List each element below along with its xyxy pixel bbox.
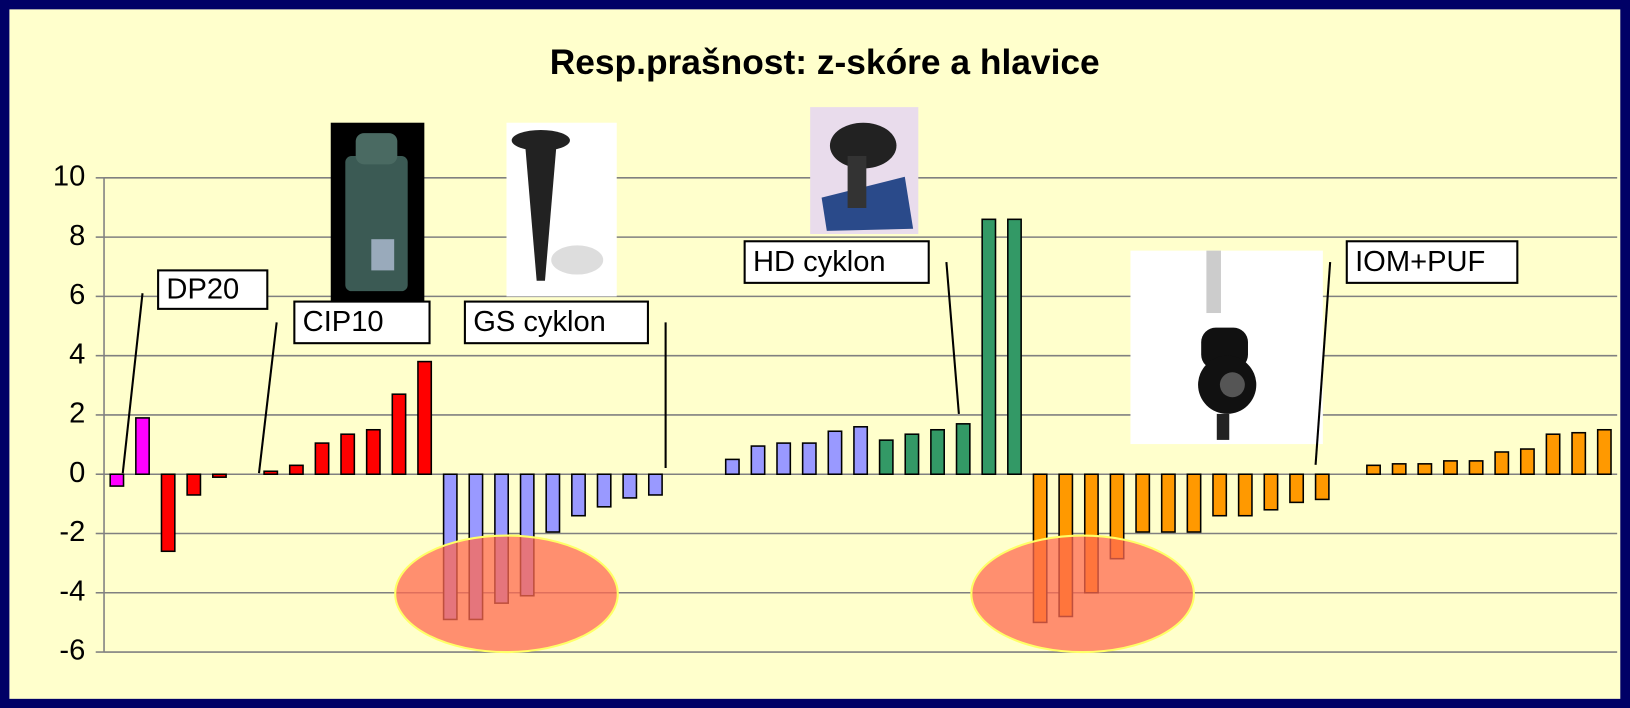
y-tick-label: 10 — [53, 161, 85, 193]
y-tick-label: 0 — [69, 457, 85, 489]
bar — [1393, 464, 1406, 474]
bar — [597, 474, 610, 507]
y-tick-label: 6 — [69, 279, 85, 311]
y-tick-label: 8 — [69, 220, 85, 252]
chart-title: Resp.prašnost: z-skóre a hlavice — [550, 43, 1100, 82]
bar — [1239, 474, 1252, 515]
bar — [136, 418, 149, 474]
bar — [367, 430, 380, 474]
y-tick-label: 2 — [69, 398, 85, 430]
bar — [187, 474, 200, 495]
bar — [623, 474, 636, 498]
gs-shadow — [551, 245, 603, 274]
bar — [751, 446, 764, 474]
bar — [905, 434, 918, 474]
y-tick-label: -6 — [59, 635, 85, 667]
bar — [290, 465, 303, 474]
bar — [110, 474, 123, 486]
bar — [880, 440, 893, 474]
bar — [418, 362, 431, 475]
bar — [392, 394, 405, 474]
bar — [315, 443, 328, 474]
y-tick-label: -4 — [59, 575, 85, 607]
hd-body — [848, 156, 867, 208]
bar — [1572, 433, 1585, 474]
bar — [649, 474, 662, 495]
bar — [546, 474, 559, 532]
bar — [1136, 474, 1149, 532]
bar — [777, 443, 790, 474]
y-tick-label: 4 — [69, 338, 85, 370]
bar — [1367, 465, 1380, 474]
bar — [982, 219, 995, 474]
annotation-label: IOM+PUF — [1355, 246, 1485, 278]
bar — [1162, 474, 1175, 532]
cip10-body — [345, 156, 407, 291]
bar — [931, 430, 944, 474]
bar — [828, 431, 841, 474]
iom-clip — [1206, 251, 1221, 313]
bar — [1469, 461, 1482, 474]
bar — [854, 427, 867, 474]
iom-inlet — [1220, 372, 1245, 397]
bar — [1316, 474, 1329, 499]
bar — [726, 459, 739, 474]
chart: Resp.prašnost: z-skóre a hlavice 10 8 6 4 2 0… — [0, 0, 1630, 708]
bar — [1521, 449, 1534, 474]
cip10-head — [356, 133, 398, 164]
bar — [1008, 219, 1021, 474]
annotation-label: HD cyklon — [753, 246, 886, 278]
bar — [264, 471, 277, 474]
bar — [1546, 434, 1559, 474]
highlight-ellipse — [971, 536, 1194, 652]
bar — [1264, 474, 1277, 510]
bar — [1598, 430, 1611, 474]
bar — [1444, 461, 1457, 474]
bar — [161, 474, 174, 551]
bar — [1418, 464, 1431, 474]
annotation-label: CIP10 — [303, 306, 384, 338]
bar — [1213, 474, 1226, 515]
bar — [957, 424, 970, 474]
bar — [572, 474, 585, 515]
bar — [213, 474, 226, 477]
iom-tube — [1217, 414, 1229, 440]
highlight-ellipse — [395, 536, 618, 652]
bar — [341, 434, 354, 474]
y-tick-label: -2 — [59, 516, 85, 548]
bar — [1290, 474, 1303, 502]
bar — [1495, 452, 1508, 474]
bar — [803, 443, 816, 474]
cip10-label — [371, 239, 394, 270]
annotation-label: GS cyklon — [473, 306, 606, 338]
annotation-label: DP20 — [166, 273, 239, 305]
page: {"chart_data": { "type": "bar", "title":… — [0, 0, 1630, 708]
bar — [1187, 474, 1200, 532]
